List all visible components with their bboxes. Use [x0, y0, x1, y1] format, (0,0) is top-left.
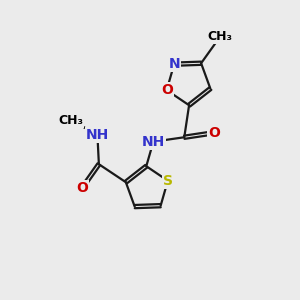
Text: O: O [208, 126, 220, 140]
Text: O: O [161, 83, 172, 97]
Text: S: S [163, 174, 173, 188]
Text: NH: NH [142, 135, 165, 149]
Text: CH₃: CH₃ [58, 114, 83, 127]
Text: NH: NH [86, 128, 109, 142]
Text: O: O [76, 181, 88, 195]
Text: N: N [168, 57, 180, 71]
Text: CH₃: CH₃ [207, 30, 232, 44]
